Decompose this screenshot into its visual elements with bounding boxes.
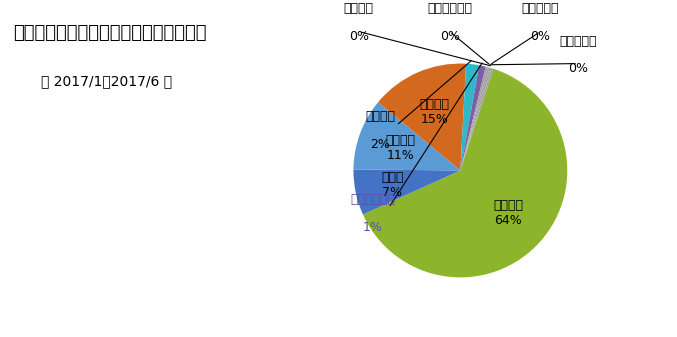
Text: 0%: 0% <box>349 30 369 43</box>
Text: 自販機荒らし: 自販機荒らし <box>427 2 472 16</box>
Text: 0%: 0% <box>439 30 460 43</box>
Wedge shape <box>353 102 460 171</box>
Wedge shape <box>460 64 479 171</box>
Wedge shape <box>363 69 567 277</box>
Wedge shape <box>460 67 489 171</box>
Wedge shape <box>460 68 492 171</box>
Wedge shape <box>353 170 460 215</box>
Text: （ 2017/1～2017/6 ）: （ 2017/1～2017/6 ） <box>41 74 172 88</box>
Wedge shape <box>460 67 487 171</box>
Text: ひったくり: ひったくり <box>559 34 596 48</box>
Wedge shape <box>378 64 466 171</box>
Text: 車上狙い
15%: 車上狙い 15% <box>420 98 450 126</box>
Text: 部品狙い
11%: 部品狙い 11% <box>385 134 415 162</box>
Text: オートバイ盗: オートバイ盗 <box>350 193 395 206</box>
Text: 路上強盗: 路上強盗 <box>344 2 374 16</box>
Text: 2%: 2% <box>370 139 390 151</box>
Text: 表１．おゆみ野内での犯罪種別毎発生率: 表１．おゆみ野内での犯罪種別毎発生率 <box>14 24 207 41</box>
Wedge shape <box>460 65 485 171</box>
Text: 自転車盗
64%: 自転車盗 64% <box>493 199 523 227</box>
Text: 0%: 0% <box>531 30 550 43</box>
Wedge shape <box>460 68 494 171</box>
Text: 侵入盗
7%: 侵入盗 7% <box>381 171 403 199</box>
Text: 振込め詐欺: 振込め詐欺 <box>522 2 559 16</box>
Text: 1%: 1% <box>363 221 383 234</box>
Text: 0%: 0% <box>568 62 588 75</box>
Text: 自動車盗: 自動車盗 <box>365 111 395 123</box>
